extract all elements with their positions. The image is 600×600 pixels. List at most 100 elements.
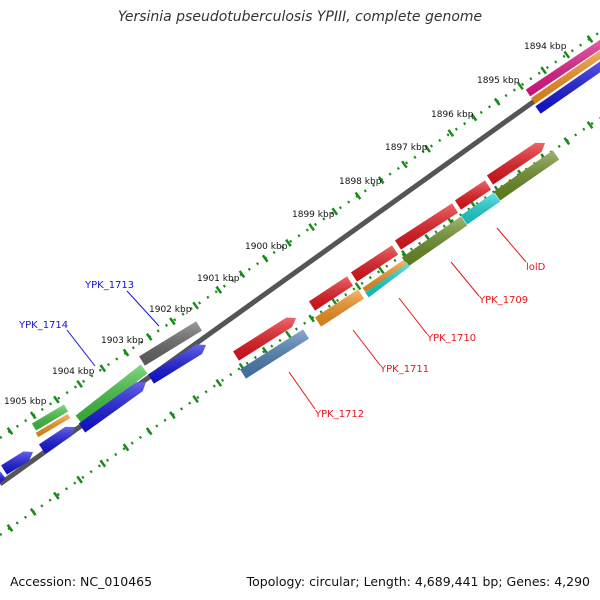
gene-feature-green-small-shade <box>31 404 69 431</box>
gene-feature-blue-edge-2-shade <box>0 471 6 483</box>
gene-feature-ypk1711-upper[interactable] <box>350 245 399 282</box>
gene-feature-ypk1712[interactable] <box>233 317 296 361</box>
gene-feature-ypk1713-blue-shade <box>148 344 206 384</box>
scale-labels: 1894 kbp 1895 kbp 1896 kbp 1897 kbp 1898… <box>4 42 567 407</box>
scale-label: 1902 kbp <box>149 305 192 315</box>
scale-major-tick <box>29 411 37 420</box>
leader-line-ypk1709 <box>450 261 480 297</box>
map-title: Yersinia pseudotuberculosis YPIII, compl… <box>117 9 483 25</box>
scale-major-tick <box>285 330 292 339</box>
gene-feature-green-small[interactable] <box>31 404 69 431</box>
gene-feature-blue-small[interactable] <box>38 426 75 454</box>
inner-major-ticks <box>6 121 594 532</box>
gene-feature-ypk1710-shade <box>395 203 458 250</box>
scale-label: 1894 kbp <box>524 42 567 52</box>
gene-feature-ypk1709-shade <box>454 180 492 210</box>
genome-summary-text: Topology: circular; Length: 4,689,441 bp… <box>246 574 590 589</box>
leader-line-lold <box>496 227 527 263</box>
gene-feature-ypk1714-blue[interactable] <box>78 382 146 433</box>
scale-major-tick <box>493 97 501 106</box>
gene-feature-ypk1711-orange[interactable] <box>314 289 365 327</box>
gene-feature-orange-small[interactable] <box>35 413 71 438</box>
gene-feature-ypk1709[interactable] <box>454 180 492 210</box>
gene-feature-ypk1711-shade <box>308 276 354 311</box>
gene-feature-ypk1714-blue-shade <box>78 382 146 433</box>
gene-feature-ypk1712-blue-shade <box>240 329 309 379</box>
scale-major-tick <box>586 35 594 43</box>
scale-major-tick <box>517 82 524 91</box>
accession-text: Accession: NC_010465 <box>10 574 153 589</box>
inner-scale-dots <box>0 116 600 537</box>
outer-scale-dots <box>0 30 600 440</box>
scale-major-tick <box>215 378 223 387</box>
scale-major-tick <box>192 301 199 310</box>
scale-major-tick <box>354 191 362 200</box>
scale-major-tick <box>285 238 292 247</box>
gene-feature-ypk1713-blue[interactable] <box>148 344 206 384</box>
gene-label-lold[interactable]: lolD <box>526 262 546 273</box>
gene-label-ypk1712[interactable]: YPK_1712 <box>314 409 364 420</box>
gene-feature-blue-edge-2[interactable] <box>0 471 6 484</box>
gene-feature-ypk1713-shade <box>139 321 202 366</box>
gene-feature-olive-1[interactable] <box>493 150 560 201</box>
gene-features <box>0 35 600 484</box>
gene-feature-ypk1711[interactable] <box>308 276 354 311</box>
scale-label: 1901 kbp <box>197 274 240 284</box>
leader-line-ypk1711 <box>352 329 381 366</box>
gene-feature-magenta[interactable] <box>525 35 600 97</box>
gene-feature-cyan-1-shade <box>460 192 501 225</box>
scale-major-tick <box>99 364 107 373</box>
gene-feature-blue[interactable] <box>535 56 600 114</box>
gene-label-ypk1709[interactable]: YPK_1709 <box>478 295 528 306</box>
gene-label-ypk1711[interactable]: YPK_1711 <box>379 364 429 375</box>
gene-feature-lold-shade <box>486 142 545 185</box>
scale-major-tick <box>145 332 153 341</box>
gene-feature-ypk1711-upper-shade <box>350 245 399 282</box>
scale-major-tick <box>377 176 385 185</box>
gene-feature-ypk1710[interactable] <box>395 203 458 250</box>
scale-major-tick <box>169 411 176 420</box>
gene-label-ypk1713[interactable]: YPK_1713 <box>84 280 134 291</box>
gene-feature-orange[interactable] <box>531 45 600 104</box>
scale-major-tick <box>261 254 269 263</box>
scale-major-tick <box>447 129 455 138</box>
scale-major-tick <box>169 317 176 326</box>
gene-feature-ypk1713[interactable] <box>139 321 202 366</box>
gene-feature-orange-2[interactable] <box>362 259 407 293</box>
scale-major-tick <box>424 144 431 153</box>
gene-feature-olive-2-shade <box>401 216 468 267</box>
gene-label-ypk1710[interactable]: YPK_1710 <box>426 333 476 344</box>
scale-major-tick <box>401 160 408 169</box>
gene-label-ypk1714[interactable]: YPK_1714 <box>18 320 68 331</box>
scale-major-tick <box>354 282 362 291</box>
leader-line-ypk1710 <box>398 297 428 335</box>
scale-major-tick <box>76 379 83 388</box>
scale-major-tick <box>238 270 246 279</box>
gene-feature-magenta-shade <box>525 39 600 97</box>
scale-label: 1900 kbp <box>245 242 288 252</box>
leader-line-ypk1713 <box>126 290 160 327</box>
scale-label: 1895 kbp <box>477 76 520 86</box>
gene-feature-lold[interactable] <box>486 142 545 185</box>
scale-label: 1904 kbp <box>52 367 95 377</box>
scale-major-tick <box>53 395 60 404</box>
scale-label: 1897 kbp <box>385 143 428 153</box>
gene-feature-olive-1-shade <box>493 150 560 201</box>
scale-major-tick <box>53 491 60 500</box>
scale-label: 1896 kbp <box>431 110 474 120</box>
gene-feature-cyan-2[interactable] <box>365 261 410 298</box>
gene-feature-ypk1714[interactable] <box>75 364 148 425</box>
gene-feature-olive-2[interactable] <box>401 216 468 267</box>
scale-major-tick <box>377 266 385 275</box>
gene-feature-blue-edge[interactable] <box>1 451 33 475</box>
scale-major-tick <box>563 137 571 146</box>
scale-major-tick <box>192 395 199 404</box>
gene-feature-ypk1712-blue[interactable] <box>240 329 309 379</box>
gene-feature-ypk1711-orange-shade <box>314 289 365 327</box>
gene-feature-orange-shade <box>531 50 600 104</box>
gene-feature-cyan-1[interactable] <box>460 192 501 225</box>
scale-major-tick <box>308 314 315 323</box>
gene-feature-cyan-2-shade <box>365 261 410 298</box>
